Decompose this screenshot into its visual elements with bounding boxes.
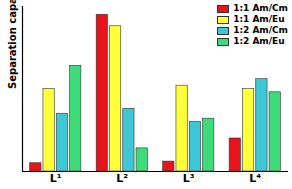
svg-text:L²: L² xyxy=(116,172,128,185)
svg-text:L³: L³ xyxy=(183,172,195,185)
svg-text:L⁴: L⁴ xyxy=(249,172,261,185)
html-text:1:1 Am/Cm: 1:1 Am/Cm xyxy=(233,3,288,13)
html-text:1:2 Am/Eu: 1:2 Am/Eu xyxy=(233,36,285,46)
html-text:1:2 Am/Cm: 1:2 Am/Cm xyxy=(233,25,288,35)
html-text:1:1 Am/Eu: 1:1 Am/Eu xyxy=(233,14,285,24)
svg-text:Separation capacity: Separation capacity xyxy=(7,0,18,89)
svg-text:L¹: L¹ xyxy=(50,172,62,185)
